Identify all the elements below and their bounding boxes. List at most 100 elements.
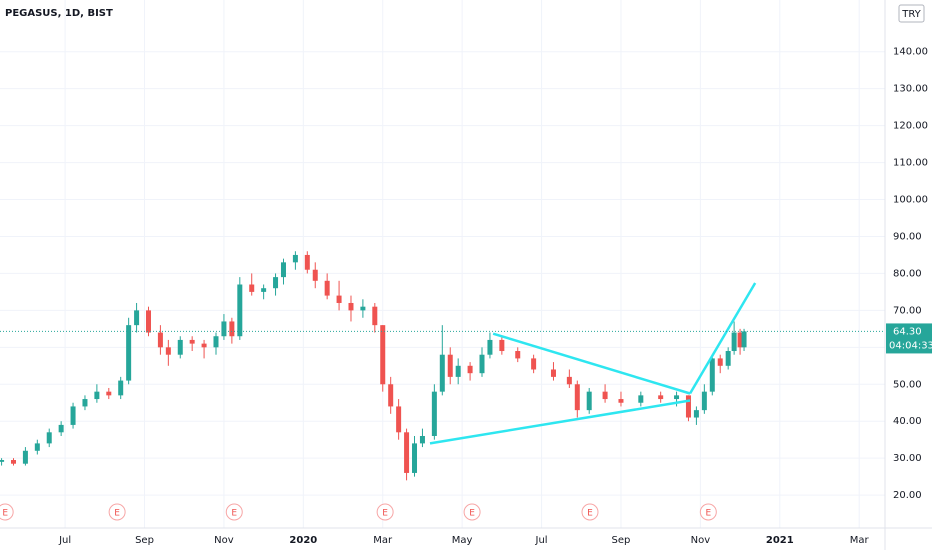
- grid: [0, 0, 885, 528]
- candle-body: [685, 395, 691, 418]
- candle-body: [229, 321, 235, 337]
- candle-body: [737, 332, 743, 348]
- y-tick-label: 40.00: [893, 416, 922, 427]
- earnings-marker: [463, 503, 481, 521]
- earnings-label: E: [231, 509, 237, 519]
- candle-body: [515, 351, 521, 359]
- candle-body: [674, 395, 680, 400]
- candle-body: [566, 376, 572, 385]
- candle-body: [177, 339, 183, 355]
- candle-body: [82, 399, 88, 407]
- candle-body: [479, 354, 485, 374]
- x-tick-label: Mar: [373, 535, 393, 546]
- candle-body: [709, 358, 715, 392]
- trend-line: [429, 399, 691, 445]
- y-tick-label: 90.00: [893, 231, 922, 242]
- candle-body: [531, 358, 537, 370]
- candle-body: [118, 380, 124, 396]
- candle-body: [0, 460, 5, 462]
- candle-body: [213, 336, 219, 348]
- candle-body: [360, 306, 366, 311]
- y-tick-label: 70.00: [893, 305, 922, 316]
- x-tick-label: 2021: [766, 535, 794, 546]
- y-tick-label: 140.00: [893, 47, 928, 58]
- x-tick-label: Nov: [214, 535, 234, 546]
- candle-body: [487, 339, 493, 355]
- candle-body: [741, 331, 747, 348]
- candle-body: [22, 450, 28, 464]
- plot: [0, 251, 757, 481]
- last-price-label: 64.30: [893, 326, 922, 337]
- candle-body: [280, 262, 286, 278]
- y-tick-label: 20.00: [893, 490, 922, 501]
- candle-body: [157, 332, 163, 348]
- earnings-marker: [108, 503, 126, 521]
- candle-body: [638, 395, 644, 403]
- x-tick-label: 2020: [289, 535, 317, 546]
- candle-body: [693, 410, 699, 418]
- y-tick-label: 50.00: [893, 379, 922, 390]
- last-price-box: [886, 323, 932, 354]
- candle-body: [189, 339, 195, 344]
- candle-body: [304, 254, 310, 270]
- candle-body: [618, 399, 624, 403]
- candle-body: [292, 254, 298, 263]
- earnings-marker: [699, 503, 717, 521]
- candle-body: [58, 424, 64, 433]
- candle-body: [261, 288, 267, 292]
- candle-body: [602, 391, 608, 400]
- countdown: 04:04:33: [889, 340, 932, 351]
- candle-body: [249, 284, 255, 292]
- x-tick-label: Nov: [691, 535, 711, 546]
- candle-body: [126, 325, 132, 381]
- earnings-label: E: [705, 509, 711, 519]
- candle-body: [165, 347, 171, 355]
- candle-body: [145, 310, 151, 333]
- candle-body: [404, 432, 410, 473]
- candle-body: [701, 391, 707, 411]
- earnings-marker: [225, 503, 243, 521]
- candle-body: [499, 339, 505, 352]
- candle-body: [34, 443, 40, 451]
- candle-body: [731, 332, 737, 352]
- candle-body: [412, 443, 418, 473]
- currency[interactable]: TRY: [901, 9, 921, 20]
- candle-body: [237, 284, 243, 337]
- earnings-marker: [581, 503, 599, 521]
- chart-title: PEGASUS, 1D, BIST: [5, 8, 113, 19]
- candle-body: [467, 365, 473, 374]
- earnings-label: E: [382, 509, 388, 519]
- candle-body: [221, 321, 227, 337]
- candle-body: [201, 343, 207, 348]
- earnings-label: E: [114, 509, 120, 519]
- candle-body: [348, 302, 354, 311]
- candle-body: [372, 306, 378, 326]
- candle-body: [46, 432, 52, 444]
- candle-body: [550, 369, 556, 377]
- earnings-label: E: [469, 509, 475, 519]
- trend-line: [492, 332, 691, 395]
- candle-body: [658, 395, 664, 400]
- y-tick-label: 80.00: [893, 268, 922, 279]
- candle-body: [273, 277, 279, 289]
- candle-body: [94, 391, 100, 400]
- candle-body: [70, 406, 76, 425]
- candle-body: [574, 384, 580, 411]
- candle-body: [717, 358, 723, 366]
- candle-body: [388, 384, 394, 407]
- candle-body: [10, 460, 16, 464]
- candle-body: [586, 391, 592, 411]
- candle-body: [455, 365, 461, 377]
- candle-body: [396, 406, 402, 433]
- candle-body: [380, 325, 386, 385]
- x-tick-label: Jul: [58, 535, 71, 546]
- currency-box[interactable]: [898, 4, 925, 23]
- x-tick-label: May: [452, 535, 473, 546]
- earnings-label: E: [587, 509, 593, 519]
- y-tick-label: 100.00: [893, 195, 928, 206]
- candle-body: [312, 269, 318, 281]
- earnings-marker: [0, 503, 14, 521]
- y-tick-label: 120.00: [893, 121, 928, 132]
- y-tick-label: 30.00: [893, 453, 922, 464]
